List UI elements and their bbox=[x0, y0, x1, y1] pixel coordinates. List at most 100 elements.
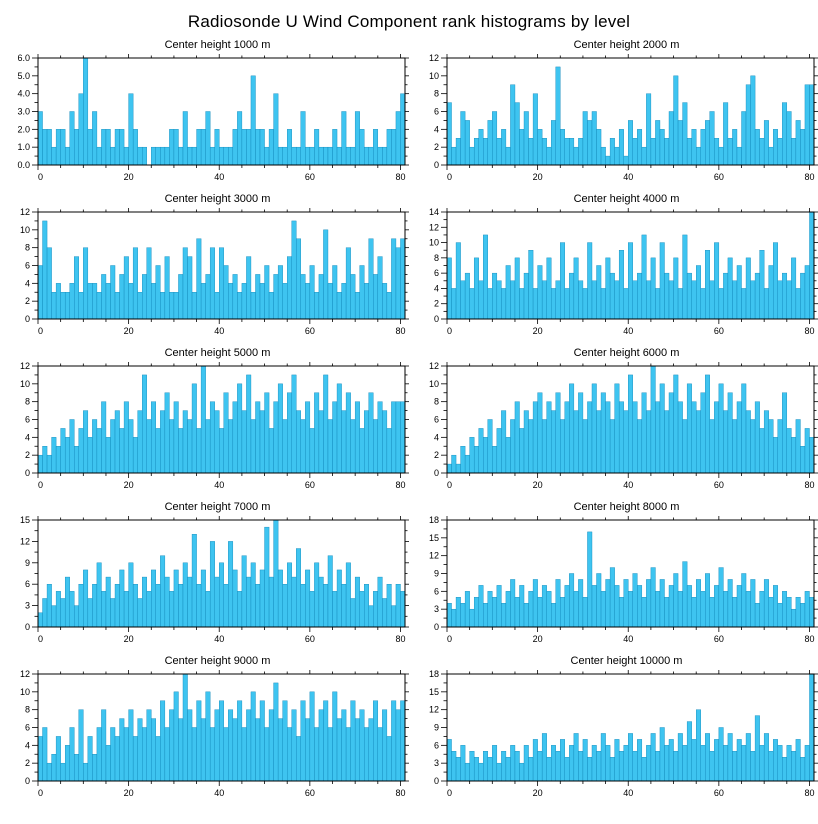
bar bbox=[250, 419, 256, 474]
bar bbox=[196, 428, 202, 474]
bar bbox=[723, 102, 729, 166]
bar bbox=[151, 569, 157, 628]
bar bbox=[119, 274, 125, 320]
bar bbox=[373, 700, 379, 782]
y-axis-tick-label: 18 bbox=[429, 515, 439, 525]
bar bbox=[214, 129, 220, 166]
bar bbox=[151, 283, 157, 320]
y-axis-tick-label: 8 bbox=[434, 253, 439, 263]
bar bbox=[309, 265, 315, 320]
bar bbox=[605, 579, 611, 628]
bar bbox=[473, 757, 479, 782]
bar bbox=[42, 129, 48, 166]
bar bbox=[754, 272, 760, 320]
y-axis-tick-label: 6 bbox=[434, 586, 439, 596]
bar bbox=[191, 146, 197, 166]
bar bbox=[750, 579, 756, 628]
bar bbox=[600, 591, 606, 628]
bar bbox=[510, 84, 516, 166]
bar bbox=[142, 274, 147, 320]
x-axis-tick-label: 40 bbox=[214, 634, 224, 644]
bar bbox=[155, 583, 161, 628]
y-axis-tick-label: 4 bbox=[25, 740, 30, 750]
bar bbox=[282, 700, 288, 782]
bar bbox=[318, 709, 324, 782]
x-axis-tick-label: 80 bbox=[395, 634, 405, 644]
bar bbox=[237, 591, 243, 628]
bar bbox=[668, 392, 674, 474]
bar bbox=[300, 274, 306, 320]
bar bbox=[173, 129, 179, 166]
bar bbox=[809, 673, 815, 782]
bar bbox=[460, 446, 466, 474]
bar bbox=[241, 283, 247, 320]
bar bbox=[359, 265, 365, 320]
bar bbox=[623, 155, 629, 166]
bar bbox=[800, 446, 806, 474]
x-axis-tick-label: 40 bbox=[623, 788, 633, 798]
bar bbox=[519, 585, 525, 628]
bar bbox=[128, 562, 134, 628]
bar bbox=[750, 75, 756, 166]
bar bbox=[650, 567, 656, 628]
bar bbox=[700, 129, 706, 166]
bar bbox=[641, 146, 647, 166]
bar bbox=[373, 274, 379, 320]
bar bbox=[614, 585, 620, 628]
x-axis-tick-label: 60 bbox=[305, 172, 315, 182]
bar bbox=[686, 138, 692, 166]
bar bbox=[551, 603, 556, 628]
x-axis-tick-label: 0 bbox=[447, 788, 452, 798]
bar bbox=[223, 392, 229, 474]
bar bbox=[246, 709, 252, 782]
y-axis-tick-label: 0 bbox=[25, 314, 30, 324]
bar bbox=[364, 410, 369, 474]
bar bbox=[741, 111, 747, 166]
bar bbox=[264, 727, 270, 782]
bar bbox=[114, 410, 120, 474]
bar bbox=[510, 419, 516, 474]
bar bbox=[287, 727, 292, 782]
bar bbox=[469, 751, 475, 782]
histogram-panel: Center height 7000 m 0 3 6 9 12 15 0 20 40 60 80 bbox=[0, 500, 409, 654]
bar bbox=[560, 129, 566, 166]
bar bbox=[60, 292, 66, 320]
bar bbox=[268, 709, 274, 782]
bar bbox=[637, 585, 643, 628]
bar bbox=[469, 146, 475, 166]
bar bbox=[336, 569, 342, 628]
bar bbox=[537, 265, 543, 320]
bar bbox=[273, 274, 279, 320]
bar bbox=[483, 437, 488, 474]
bar bbox=[700, 392, 706, 474]
bar bbox=[573, 733, 579, 782]
bar bbox=[255, 129, 261, 166]
bar bbox=[782, 392, 788, 474]
bar bbox=[364, 146, 369, 166]
bar bbox=[800, 757, 806, 782]
bar bbox=[750, 751, 756, 782]
bar bbox=[51, 292, 57, 320]
y-axis-tick-label: 8 bbox=[434, 89, 439, 99]
y-axis-tick-label: 1.0 bbox=[17, 142, 30, 152]
y-axis-tick-label: 9 bbox=[25, 558, 30, 568]
y-axis-tick-label: 15 bbox=[429, 687, 439, 697]
bar bbox=[483, 234, 488, 320]
panel-title: Center height 5000 m bbox=[164, 347, 271, 359]
bar bbox=[359, 428, 365, 474]
x-axis-tick-label: 80 bbox=[804, 480, 814, 490]
bar bbox=[87, 598, 93, 628]
bar bbox=[264, 526, 270, 628]
bar bbox=[560, 242, 566, 320]
bar bbox=[314, 129, 320, 166]
bar bbox=[96, 727, 102, 782]
bar bbox=[164, 256, 170, 320]
bar bbox=[496, 428, 502, 474]
bar bbox=[382, 283, 388, 320]
bar bbox=[537, 392, 543, 474]
bar bbox=[628, 733, 633, 782]
bar bbox=[173, 292, 179, 320]
y-axis-tick-label: 4 bbox=[25, 432, 30, 442]
bar bbox=[191, 727, 197, 782]
bar bbox=[582, 111, 588, 166]
